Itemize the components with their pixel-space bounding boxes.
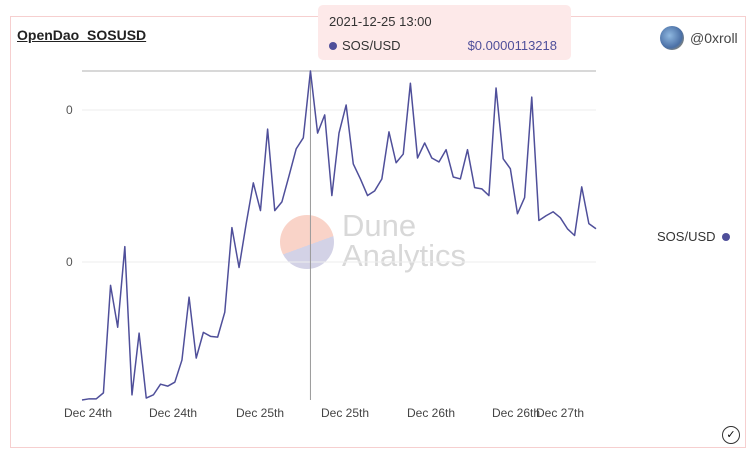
author-name: @0xroll (690, 30, 738, 46)
author-link[interactable]: @0xroll (660, 26, 738, 50)
avatar (660, 26, 684, 50)
tooltip-value: $0.0000113218 (467, 38, 557, 53)
check-circle-icon[interactable]: ✓ (722, 426, 740, 444)
y-tick-label: 0 (66, 255, 73, 269)
x-tick-label: Dec 26th (492, 406, 540, 420)
tooltip: 2021-12-25 13:00 SOS/USD $0.0000113218 (318, 5, 571, 60)
tooltip-series: SOS/USD (342, 38, 401, 53)
x-tick-label: Dec 24th (64, 406, 112, 420)
series-line-sos-usd (81, 70, 597, 401)
series-dot-icon (329, 42, 337, 50)
watermark-line1: Dune (342, 208, 417, 243)
x-tick-label: Dec 27th (536, 406, 584, 420)
tooltip-row: SOS/USD $0.0000113218 (329, 38, 557, 53)
dune-logo-watermark (280, 215, 334, 269)
x-tick-label: Dec 25th (236, 406, 284, 420)
chart-title[interactable]: OpenDao_SOSUSD (17, 27, 147, 43)
watermark-line2: Analytics (342, 238, 467, 273)
y-tick-label: 0 (66, 103, 73, 117)
legend-item[interactable]: SOS/USD (657, 229, 735, 244)
x-tick-label: Dec 25th (321, 406, 369, 420)
x-tick-label: Dec 26th (407, 406, 455, 420)
x-tick-label: Dec 24th (149, 406, 197, 420)
tooltip-date: 2021-12-25 13:00 (329, 14, 432, 29)
legend-label: SOS/USD (657, 229, 716, 244)
legend-dot-icon (721, 232, 730, 241)
